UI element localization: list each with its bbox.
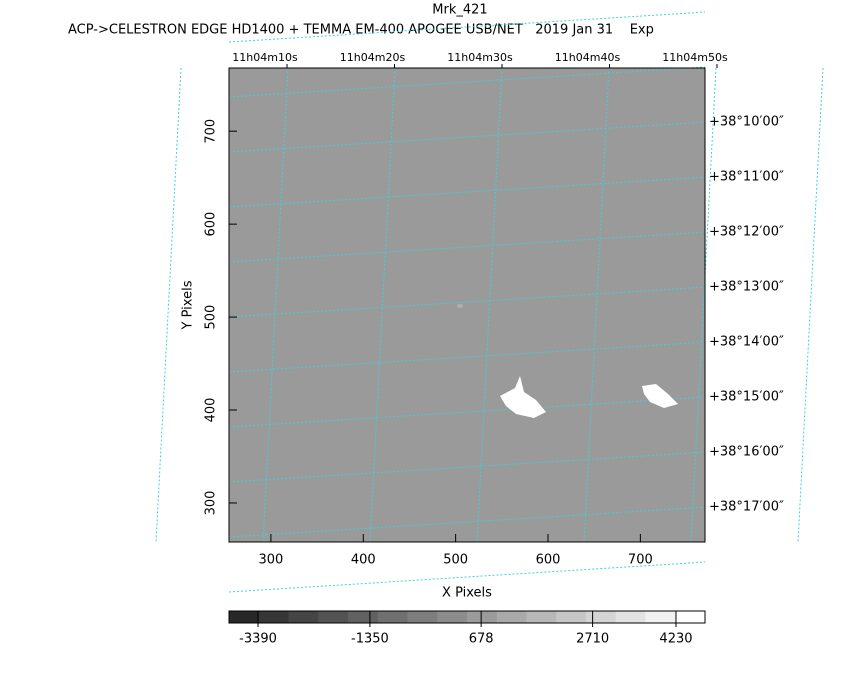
colorbar-swatch xyxy=(377,611,408,623)
plot-frame xyxy=(228,67,706,543)
dec-grid-line xyxy=(228,561,706,593)
colorbar-tick-label: 4230 xyxy=(659,632,692,647)
y-tick-label: 500 xyxy=(204,305,219,330)
dec-label: +38°13′00″ xyxy=(709,280,784,295)
chart-subtitle: ACP->CELESTRON EDGE HD1400 + TEMMA EM-40… xyxy=(68,23,654,38)
colorbar-tick-label: -3390 xyxy=(239,632,277,647)
colorbar-frame xyxy=(228,610,706,624)
dec-label: +38°10′00″ xyxy=(709,115,784,130)
y-tick-label: 700 xyxy=(204,119,219,144)
ra-grid-line xyxy=(262,67,289,543)
colorbar-swatch xyxy=(615,611,646,623)
colorbar-swatch xyxy=(288,611,319,623)
ra-grid-line xyxy=(369,67,396,543)
dec-label: +38°11′00″ xyxy=(709,170,784,185)
dec-grid-line xyxy=(228,176,706,208)
dec-label: +38°15′00″ xyxy=(709,390,784,405)
dec-grid-line xyxy=(228,506,706,538)
ra-grid-line xyxy=(583,67,610,543)
dec-label: +38°16′00″ xyxy=(709,445,784,460)
dec-grid-line xyxy=(228,286,706,318)
ra-label: 11h04m10s xyxy=(232,51,298,64)
y-tick-label: 600 xyxy=(204,212,219,237)
ra-label: 11h04m20s xyxy=(340,51,406,64)
y-tick-label: 400 xyxy=(204,398,219,423)
colorbar-swatch xyxy=(526,611,557,623)
coordinate-grid xyxy=(155,11,824,593)
dec-grid-line xyxy=(228,66,706,98)
ra-label: 11h04m30s xyxy=(447,51,513,64)
dec-label: +38°14′00″ xyxy=(709,335,784,350)
colorbar-swatch xyxy=(556,611,587,623)
dec-grid-line xyxy=(228,396,706,428)
dec-grid-line xyxy=(228,11,706,43)
dec-grid-line xyxy=(228,231,706,263)
image xyxy=(229,68,705,542)
colorbar-swatch xyxy=(407,611,438,623)
colorbar-swatch xyxy=(348,611,379,623)
dec-grid-line xyxy=(228,121,706,153)
dec-label: +38°12′00″ xyxy=(709,225,784,240)
ra-grid-line xyxy=(155,67,182,543)
x-tick-label: 500 xyxy=(443,553,468,568)
chart-title: Mrk_421 xyxy=(432,3,487,18)
colorbar-swatch xyxy=(318,611,349,623)
sources xyxy=(457,304,678,418)
colorbar-tick-label: -1350 xyxy=(351,632,389,647)
ra-grid-line xyxy=(797,67,824,543)
x-tick-label: 600 xyxy=(536,553,561,568)
colorbar-swatch xyxy=(645,611,676,623)
colorbar-swatch xyxy=(467,611,498,623)
colorbar-tick-label: 678 xyxy=(469,632,494,647)
colorbar: -3390 -1350 678 2710 4230 xyxy=(228,610,706,647)
colorbar-swatch xyxy=(496,611,527,623)
colorbar-swatch xyxy=(229,611,260,623)
colorbar-swatch xyxy=(258,611,289,623)
colorbar-swatch xyxy=(586,611,617,623)
x-tick-label: 700 xyxy=(628,553,653,568)
y-tick-label: 300 xyxy=(204,491,219,516)
x-tick-label: 300 xyxy=(259,553,284,568)
y-axis-label: Y Pixels xyxy=(181,280,196,330)
ra-label: 11h04m50s xyxy=(662,51,728,64)
dec-label: +38°17′00″ xyxy=(709,500,784,515)
colorbar-swatch xyxy=(675,611,706,623)
dec-grid-line xyxy=(228,451,706,483)
dec-grid-line xyxy=(228,341,706,373)
colorbar-tick-label: 2710 xyxy=(576,632,609,647)
x-axis-label: X Pixels xyxy=(442,586,492,601)
colorbar-swatch xyxy=(437,611,468,623)
ra-grid-line xyxy=(690,67,717,543)
x-tick-label: 400 xyxy=(351,553,376,568)
ra-label: 11h04m40s xyxy=(555,51,621,64)
ra-grid-line xyxy=(476,67,503,543)
